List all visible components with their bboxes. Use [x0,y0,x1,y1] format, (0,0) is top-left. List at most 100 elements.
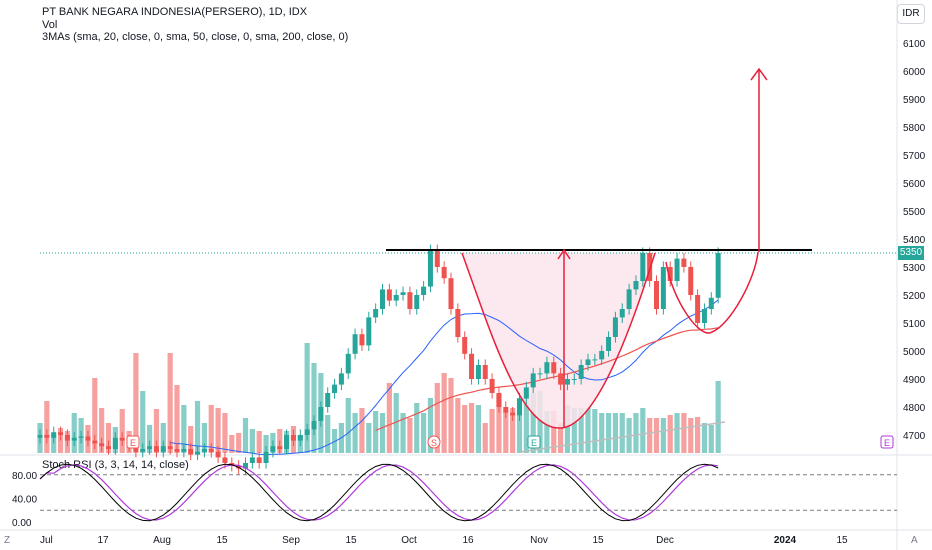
candle-body [277,446,283,449]
candle-body [496,393,502,407]
volume-bar [674,413,680,453]
volume-bar [188,426,194,453]
candle-body [530,373,536,388]
auto-scale-button[interactable]: A [911,535,918,546]
candle-body [119,437,125,441]
candle-body [338,373,344,385]
candle-body [482,365,488,379]
candle-body [195,451,201,455]
volume-label: Vol [42,19,58,31]
time-tick-label: Oct [401,535,417,546]
event-marker-shape [527,435,541,449]
candle-body [359,334,365,346]
candle-body [208,449,214,452]
volume-bar [619,413,625,453]
volume-bar [379,413,386,453]
candle-body [503,407,509,413]
volume-bar [660,418,666,453]
volume-bar [503,411,509,453]
volume-bar [311,363,317,453]
volume-bar [92,378,98,453]
candle-body [619,309,625,318]
candle-body [612,317,618,337]
candle-body [318,407,324,421]
price-tick-label: 6100 [903,39,926,50]
volume-bar [599,413,605,453]
volume-bar [715,381,721,453]
volume-bar [551,411,557,453]
volume-bar [153,409,160,453]
volume-bar [530,393,536,453]
ma200-line [519,421,726,453]
volume-bar [537,391,543,453]
cup-depth-arrowhead [557,248,571,260]
candle-body [263,451,269,463]
timezone-corner-label[interactable]: Z [4,535,11,546]
price-tick-label: 4700 [903,431,926,442]
candle-body [434,250,440,267]
volume-bar [51,435,57,453]
event-marker-shape [880,435,894,449]
last-price-tag: 5350 [898,246,924,260]
candle-body [599,351,605,360]
volume-bar [366,423,372,453]
candle-body [373,309,379,318]
price-tick-label: 5500 [903,207,926,218]
rsi-tick-label: 80.00 [12,471,37,482]
price-tick-label: 5100 [903,319,926,330]
candle-body [181,449,187,452]
event-marker-label: S [431,438,437,448]
candle-body [112,437,118,449]
time-axis[interactable]: Jul 17 Aug 15 Sep 15 Oct 16 Nov 15 Dec 2024 15 [40,535,848,546]
candle-body [523,387,529,399]
candle-body [441,267,447,279]
candle-body [688,267,694,295]
volume-bar [359,408,365,453]
candle-body [140,449,146,452]
candle-body [421,286,427,295]
volume-bar [263,435,269,453]
candle-body [270,446,276,452]
candle-body [160,446,166,452]
candle-body [455,309,461,337]
candle-body [256,457,262,463]
candle-body [153,446,159,452]
volume-bar [667,415,673,453]
volume-bar [482,423,488,453]
volume-bar [489,409,495,453]
candle-body [64,435,70,441]
cup-shape [462,253,655,429]
candle-body [667,267,673,281]
candle-body [386,289,392,301]
stoch-rsi-label: Stoch RSI (3, 3, 14, 14, close) [42,459,189,471]
candle-body [393,295,399,301]
candle-body [715,253,721,298]
volume-bar [427,398,434,453]
price-tick-label: 5400 [903,235,926,246]
candle-body [551,362,557,374]
candle-body [249,457,255,463]
candle-body [537,373,543,375]
candle-body [352,334,358,354]
target-arrowhead [750,67,768,81]
candle-body [85,436,91,441]
candle-body [147,446,153,449]
volume-bar [174,385,180,453]
candle-body [681,258,687,267]
price-axis[interactable]: 6100 6000 5900 5800 5700 5600 5500 5400 5300 5200… [903,39,926,442]
candle-body [167,446,173,449]
candle-body [414,295,420,309]
candle-body [71,437,77,441]
volume-bar [701,423,708,453]
volume-bar [434,383,440,453]
time-tick-label: Nov [530,535,548,546]
volume-bar [222,413,228,453]
time-tick-label: 15 [836,535,848,546]
time-tick-label: Jul [40,535,53,546]
price-tick-label: 5700 [903,151,926,162]
volume-bar [510,408,516,453]
volume-bar [455,398,461,453]
volume-bar [475,405,481,453]
